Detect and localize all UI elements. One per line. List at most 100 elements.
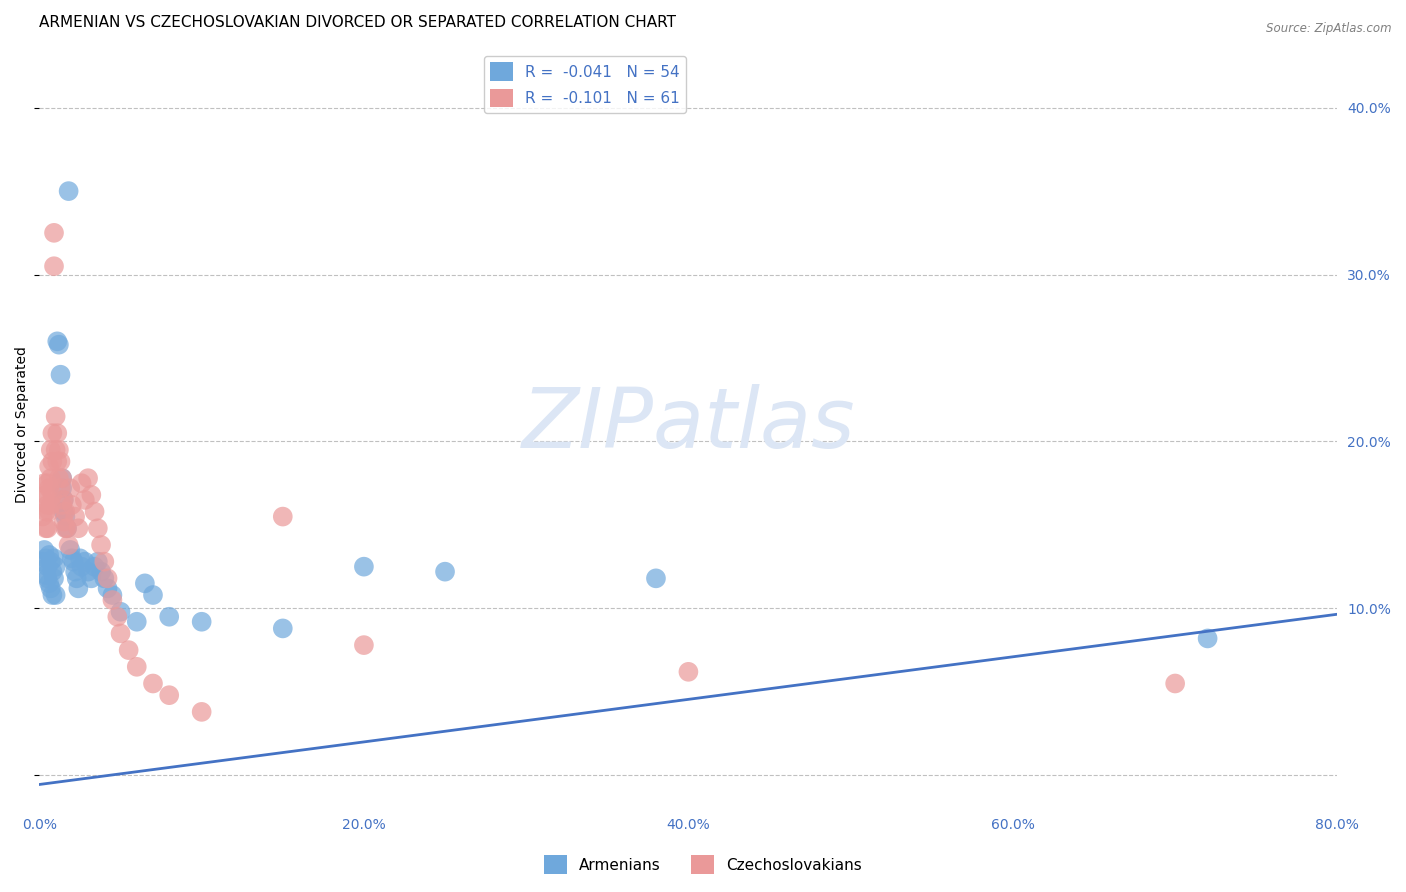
Text: ARMENIAN VS CZECHOSLOVAKIAN DIVORCED OR SEPARATED CORRELATION CHART: ARMENIAN VS CZECHOSLOVAKIAN DIVORCED OR … [39,15,676,30]
Point [41,454,63,468]
Point [101,593,124,607]
Point [59,543,82,558]
Point [52,505,75,519]
Point [157,688,180,702]
Point [110,626,132,640]
Point [190,705,212,719]
Y-axis label: Divorced or Separated: Divorced or Separated [15,346,30,503]
Text: Source: ZipAtlas.com: Source: ZipAtlas.com [1267,22,1392,36]
Point [67,521,90,535]
Point [32,543,55,558]
Point [70,559,93,574]
Point [41,426,63,441]
Point [42,259,65,273]
Point [105,609,128,624]
Point [678,665,700,679]
Point [97,571,120,585]
Point [32,492,55,507]
Point [353,559,375,574]
Point [73,555,96,569]
Point [53,509,76,524]
Text: ZIPatlas: ZIPatlas [522,384,855,466]
Point [45,409,67,424]
Point [49,481,72,495]
Point [353,638,375,652]
Point [48,471,70,485]
Point [63,565,86,579]
Point [38,548,60,562]
Point [37,498,59,512]
Point [31,555,53,569]
Point [49,454,72,468]
Point [46,334,69,349]
Point [39,555,62,569]
Point [142,676,165,690]
Point [52,492,75,507]
Point [1164,676,1187,690]
Point [134,576,156,591]
Point [77,471,100,485]
Point [39,582,62,596]
Point [45,442,67,457]
Point [56,521,79,535]
Point [42,551,65,566]
Point [51,471,73,485]
Point [53,505,76,519]
Point [35,568,58,582]
Point [52,492,75,507]
Point [49,368,72,382]
Point [125,660,148,674]
Point [39,442,62,457]
Point [66,571,89,585]
Point [48,337,70,351]
Point [46,426,69,441]
Point [271,622,294,636]
Point [38,481,60,495]
Point [73,492,96,507]
Point [62,555,84,569]
Point [434,565,457,579]
Point [51,471,73,485]
Point [48,442,70,457]
Point [38,576,60,591]
Point [87,555,110,569]
Point [32,476,55,491]
Point [35,551,58,566]
Point [90,538,112,552]
Point [41,588,63,602]
Point [90,565,112,579]
Point [93,555,115,569]
Point [52,515,75,529]
Point [1197,632,1219,646]
Point [58,184,80,198]
Point [80,571,103,585]
Point [645,571,668,585]
Point [101,588,124,602]
Point [37,571,59,585]
Point [60,498,83,512]
Point [69,551,91,566]
Point [45,588,67,602]
Point [37,559,59,574]
Point [53,521,76,535]
Point [93,571,115,585]
Point [51,481,73,495]
Point [59,481,82,495]
Point [39,471,62,485]
Point [58,538,80,552]
Point [38,459,60,474]
Point [142,588,165,602]
Point [45,559,67,574]
Legend: Armenians, Czechoslovakians: Armenians, Czechoslovakians [537,849,869,880]
Point [77,565,100,579]
Point [125,615,148,629]
Point [37,476,59,491]
Point [37,521,59,535]
Point [67,582,90,596]
Point [63,509,86,524]
Point [60,551,83,566]
Point [41,488,63,502]
Point [190,615,212,629]
Point [35,505,58,519]
Point [110,605,132,619]
